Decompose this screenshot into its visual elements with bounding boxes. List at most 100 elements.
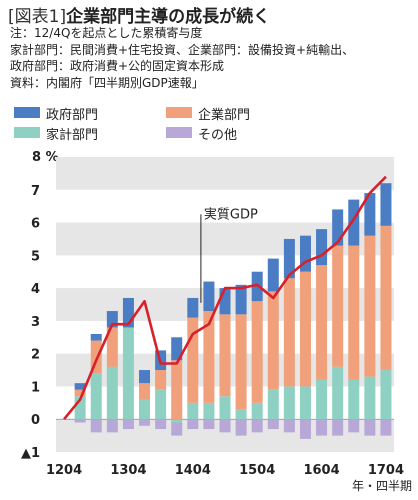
bar-segment bbox=[283, 386, 295, 420]
legend-label-other: その他 bbox=[198, 128, 238, 143]
y-tick-label: 0 bbox=[31, 413, 40, 428]
bar-segment bbox=[235, 314, 247, 410]
y-axis-unit: 8 % bbox=[32, 150, 59, 165]
bar-segment bbox=[122, 419, 134, 430]
legend-swatch-government bbox=[14, 107, 40, 118]
grid-band bbox=[56, 157, 394, 190]
bar-segment bbox=[139, 419, 151, 426]
bar-segment bbox=[316, 419, 328, 436]
bar-segment bbox=[171, 419, 183, 423]
bar-segment bbox=[283, 278, 295, 387]
bar-segment bbox=[219, 419, 231, 433]
note-line: 家計部門：民間消費+住宅投資、企業部門：設備投資+純輸出、 bbox=[10, 42, 355, 57]
note-line: 注：12/4Qを起点とした累積寄与度 bbox=[10, 26, 203, 40]
bar-segment bbox=[235, 284, 247, 315]
bar-segment bbox=[74, 419, 86, 423]
y-tick-label: ▲1 bbox=[21, 446, 40, 461]
bar-segment bbox=[316, 265, 328, 380]
bar-segment bbox=[299, 419, 311, 439]
bar-segment bbox=[219, 288, 231, 315]
bar-segment bbox=[187, 297, 199, 318]
bar-segment bbox=[380, 183, 392, 226]
bar-segment bbox=[251, 301, 263, 403]
x-tick-label: 1604 bbox=[303, 463, 339, 478]
bar-segment bbox=[316, 229, 328, 266]
bar-segment bbox=[364, 419, 376, 436]
bar-segment bbox=[139, 383, 151, 400]
legend-swatch-household bbox=[14, 127, 40, 138]
bar-segment bbox=[348, 419, 360, 433]
x-tick-label: 1404 bbox=[175, 463, 211, 478]
bar-segment bbox=[74, 389, 86, 397]
bar-segment bbox=[348, 199, 360, 246]
bar-segment bbox=[299, 271, 311, 387]
bar-segment bbox=[171, 422, 183, 436]
bar-segment bbox=[74, 383, 86, 390]
bar-segment bbox=[283, 238, 295, 279]
x-tick-label: 1504 bbox=[239, 463, 275, 478]
y-tick-label-top: 8 bbox=[32, 150, 42, 165]
y-tick-label: 3 bbox=[31, 315, 40, 330]
y-tick-label: 1 bbox=[31, 380, 40, 395]
figure-number: [図表1] bbox=[8, 7, 67, 27]
bar-segment bbox=[283, 419, 295, 433]
figure-title-text: 企業部門主導の成長が続く bbox=[66, 7, 271, 27]
bar-segment bbox=[90, 373, 102, 420]
bar-segment bbox=[267, 419, 279, 430]
bar-segment bbox=[106, 311, 118, 328]
bar-segment bbox=[90, 419, 102, 433]
bar-segment bbox=[203, 419, 215, 430]
note-line: 政府部門：政府消費+公的固定資本形成 bbox=[10, 59, 225, 73]
bar-segment bbox=[235, 409, 247, 420]
bar-segment bbox=[122, 327, 134, 420]
bar-segment bbox=[203, 311, 215, 403]
legend-label-government: 政府部門 bbox=[46, 108, 99, 123]
y-tick-label: 6 bbox=[31, 217, 40, 232]
bar-segment bbox=[332, 366, 344, 420]
bar-segment bbox=[139, 370, 151, 384]
bar-segment bbox=[332, 209, 344, 246]
grid-band bbox=[56, 222, 394, 256]
x-axis-title: 年・四半期 bbox=[352, 479, 412, 493]
legend-label-corporate: 企業部門 bbox=[198, 108, 251, 123]
bar-segment bbox=[364, 193, 376, 236]
bar-segment bbox=[348, 379, 360, 420]
bar-segment bbox=[267, 258, 279, 292]
bar-segment bbox=[187, 402, 199, 420]
legend-swatch-other bbox=[166, 127, 192, 138]
y-tick-label: 5 bbox=[31, 249, 40, 264]
bar-segment bbox=[203, 281, 215, 312]
bar-segment bbox=[155, 419, 167, 430]
bar-segment bbox=[316, 379, 328, 420]
bar-segment bbox=[251, 402, 263, 420]
bar-segment bbox=[122, 297, 134, 328]
bar-segment bbox=[364, 376, 376, 420]
bar-segment bbox=[106, 327, 118, 367]
bar-segment bbox=[267, 389, 279, 420]
bar-segment bbox=[251, 419, 263, 433]
figure-title: [図表1]企業部門主導の成長が続く bbox=[8, 2, 270, 27]
bar-segment bbox=[380, 370, 392, 420]
bar-segment bbox=[106, 419, 118, 433]
x-tick-label: 1704 bbox=[368, 463, 404, 478]
bar-segment bbox=[332, 245, 344, 367]
bar-segment bbox=[332, 419, 344, 436]
notes: 注：12/4Qを起点とした累積寄与度 家計部門：民間消費+住宅投資、企業部門：設… bbox=[10, 25, 354, 91]
x-tick-label: 1304 bbox=[110, 463, 146, 478]
bar-segment bbox=[90, 340, 102, 374]
bar-segment bbox=[348, 245, 360, 380]
unit-label: % bbox=[45, 150, 59, 165]
note-line: 資料：内閣府「四半期別GDP速報」 bbox=[10, 75, 204, 90]
bar-segment bbox=[235, 419, 247, 436]
bar-segment bbox=[299, 386, 311, 420]
bar-segment bbox=[106, 366, 118, 420]
bar-segment bbox=[155, 370, 167, 390]
bar-segment bbox=[364, 235, 376, 377]
bar-segment bbox=[299, 235, 311, 272]
bar-segment bbox=[380, 225, 392, 371]
bar-segment bbox=[219, 314, 231, 397]
bar-segment bbox=[139, 399, 151, 420]
bar-segment bbox=[90, 334, 102, 341]
